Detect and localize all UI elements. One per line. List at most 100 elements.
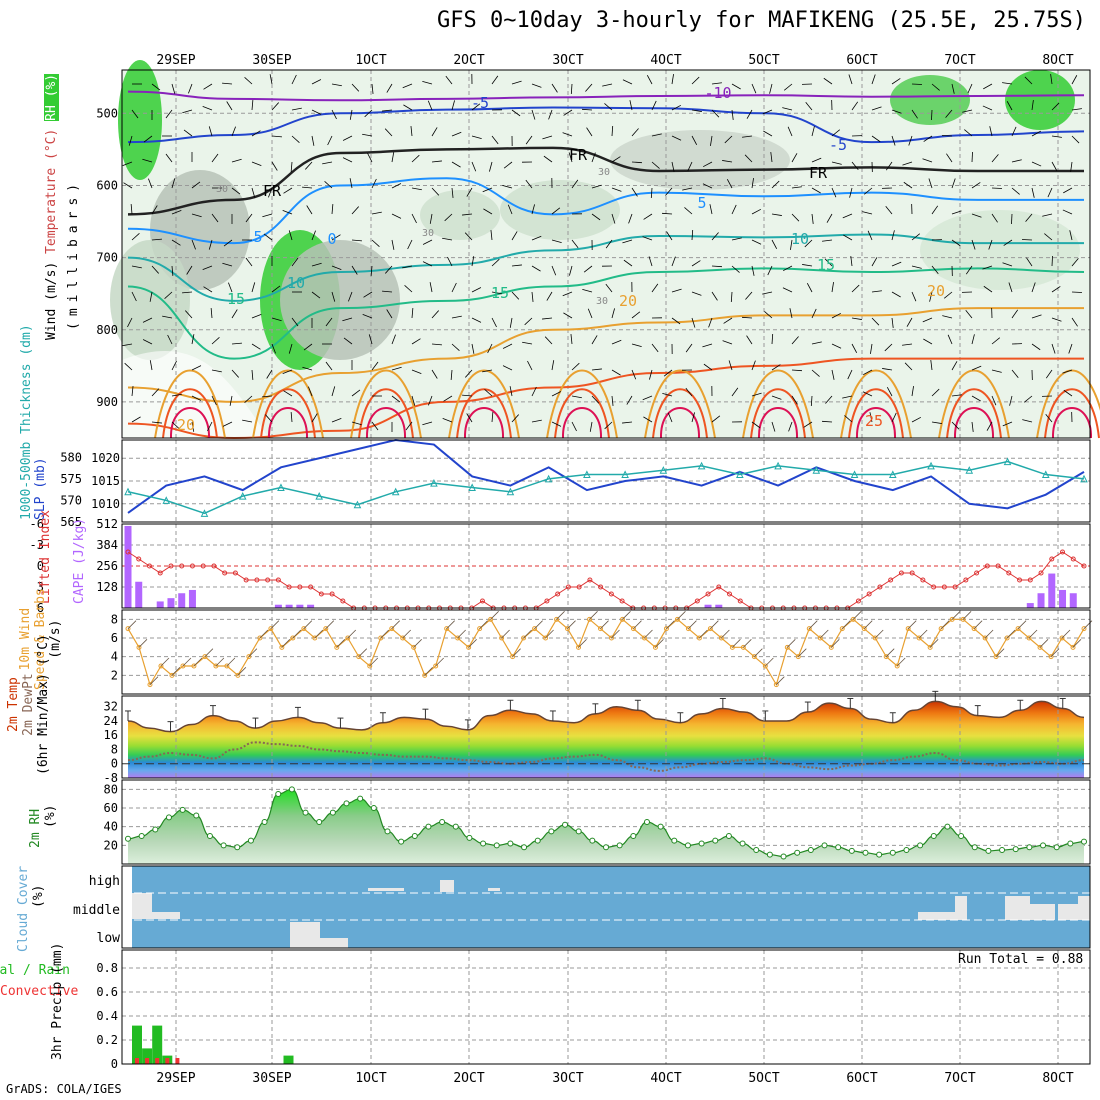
wind-barb [691,135,698,146]
wind-barb-10m [896,657,906,667]
li-point [888,577,894,583]
thickness-point [544,474,553,483]
wind-barb-10m [951,611,961,620]
day-label-bottom: 5OCT [748,1071,779,1086]
wind-point [1059,635,1065,641]
wind-barb [386,309,393,319]
contour-label: FR [809,164,828,182]
li-point [898,570,904,576]
rh-point [425,823,432,830]
precip-conv-label: Convective [0,984,79,999]
wind-barb [631,311,641,319]
wind-barb [891,261,902,267]
wind-barb [306,205,313,215]
wind-barb [1006,101,1013,111]
wind-barb [902,161,913,166]
wind-barb [191,421,195,432]
wind-barb [687,161,693,172]
wind-barb [611,125,614,137]
diurnal-contour [154,369,226,439]
li-point [544,598,550,604]
wind-barb-10m [841,620,851,629]
wind-barb [703,363,713,371]
cloud-block [1030,904,1055,920]
wind-barb [188,83,193,94]
tick-label: 8 [111,612,118,626]
wind-barb-10m [600,620,609,629]
li-point [608,591,614,597]
wind-barb-10m [215,657,225,667]
wind-barb [951,361,958,371]
rh-point [603,844,609,851]
diurnal-contour [840,369,912,439]
wind-barb [771,364,781,371]
diurnal-contour [644,369,716,439]
wind-barb [731,204,737,215]
wind-barb [971,395,981,402]
wind-barb [149,291,153,302]
wind-point [1037,644,1043,650]
wind-barb [684,207,693,215]
wind-barb [431,127,438,137]
wind-point [784,644,790,650]
temp-line [127,700,1085,733]
cape-bar [307,604,315,608]
wind-point [257,635,263,641]
wind-barb [362,133,373,137]
precip-total-bar [142,1048,153,1064]
wind-barb [782,107,793,111]
wind-barb [349,109,353,120]
wind-barb [583,265,593,273]
li-series [125,549,1087,611]
cloud-background [132,866,1090,948]
wind-barb [482,187,493,193]
wind-barb [466,187,473,197]
rh-point [862,849,869,856]
wind-barb [491,75,499,85]
rh-point [889,849,896,856]
wind-point [839,626,845,632]
wind-barb [671,104,682,111]
wind-barb [491,317,497,328]
run-total-label: Run Total = [958,952,1045,967]
day-label-top: 5OCT [748,53,779,68]
wind-barb [288,230,293,241]
rh-point [220,842,227,849]
wind-barb [731,83,741,90]
thickness-point [277,483,285,491]
wind-barb [122,343,133,347]
thickness-point [736,470,744,479]
temp-minmax-bars [125,690,1066,732]
wind-point [762,663,768,669]
wind-barb-10m [303,620,313,629]
tick-label: 600 [96,178,118,192]
thickness-point [353,500,362,509]
rh-point [357,795,364,802]
contour-label: FR [263,182,282,200]
wind-point [982,635,988,641]
li-point [1017,577,1023,583]
wind-barb [171,421,180,430]
wind-barb [311,79,322,85]
wind-barb [929,291,933,302]
diurnal-contour [742,369,814,439]
wind-barb [411,369,422,374]
rh-point [206,833,213,839]
wind-barb [171,393,182,397]
wind-barb [911,291,917,302]
wind-barb [211,395,217,406]
wind-point [806,626,812,632]
wind-barb [245,213,253,223]
wind-barb [731,387,739,397]
wind-barb [191,365,202,371]
wind-barb [666,231,673,241]
wind-barb [663,369,673,377]
wind-barb [646,74,653,85]
wind-barb [471,317,482,323]
tick-label: 1015 [91,474,120,488]
tick-label: -3 [30,538,44,552]
wind-barb-10m [182,657,192,667]
wind-barb [124,362,133,371]
wind-barb [251,343,261,350]
wind-point [367,663,373,669]
